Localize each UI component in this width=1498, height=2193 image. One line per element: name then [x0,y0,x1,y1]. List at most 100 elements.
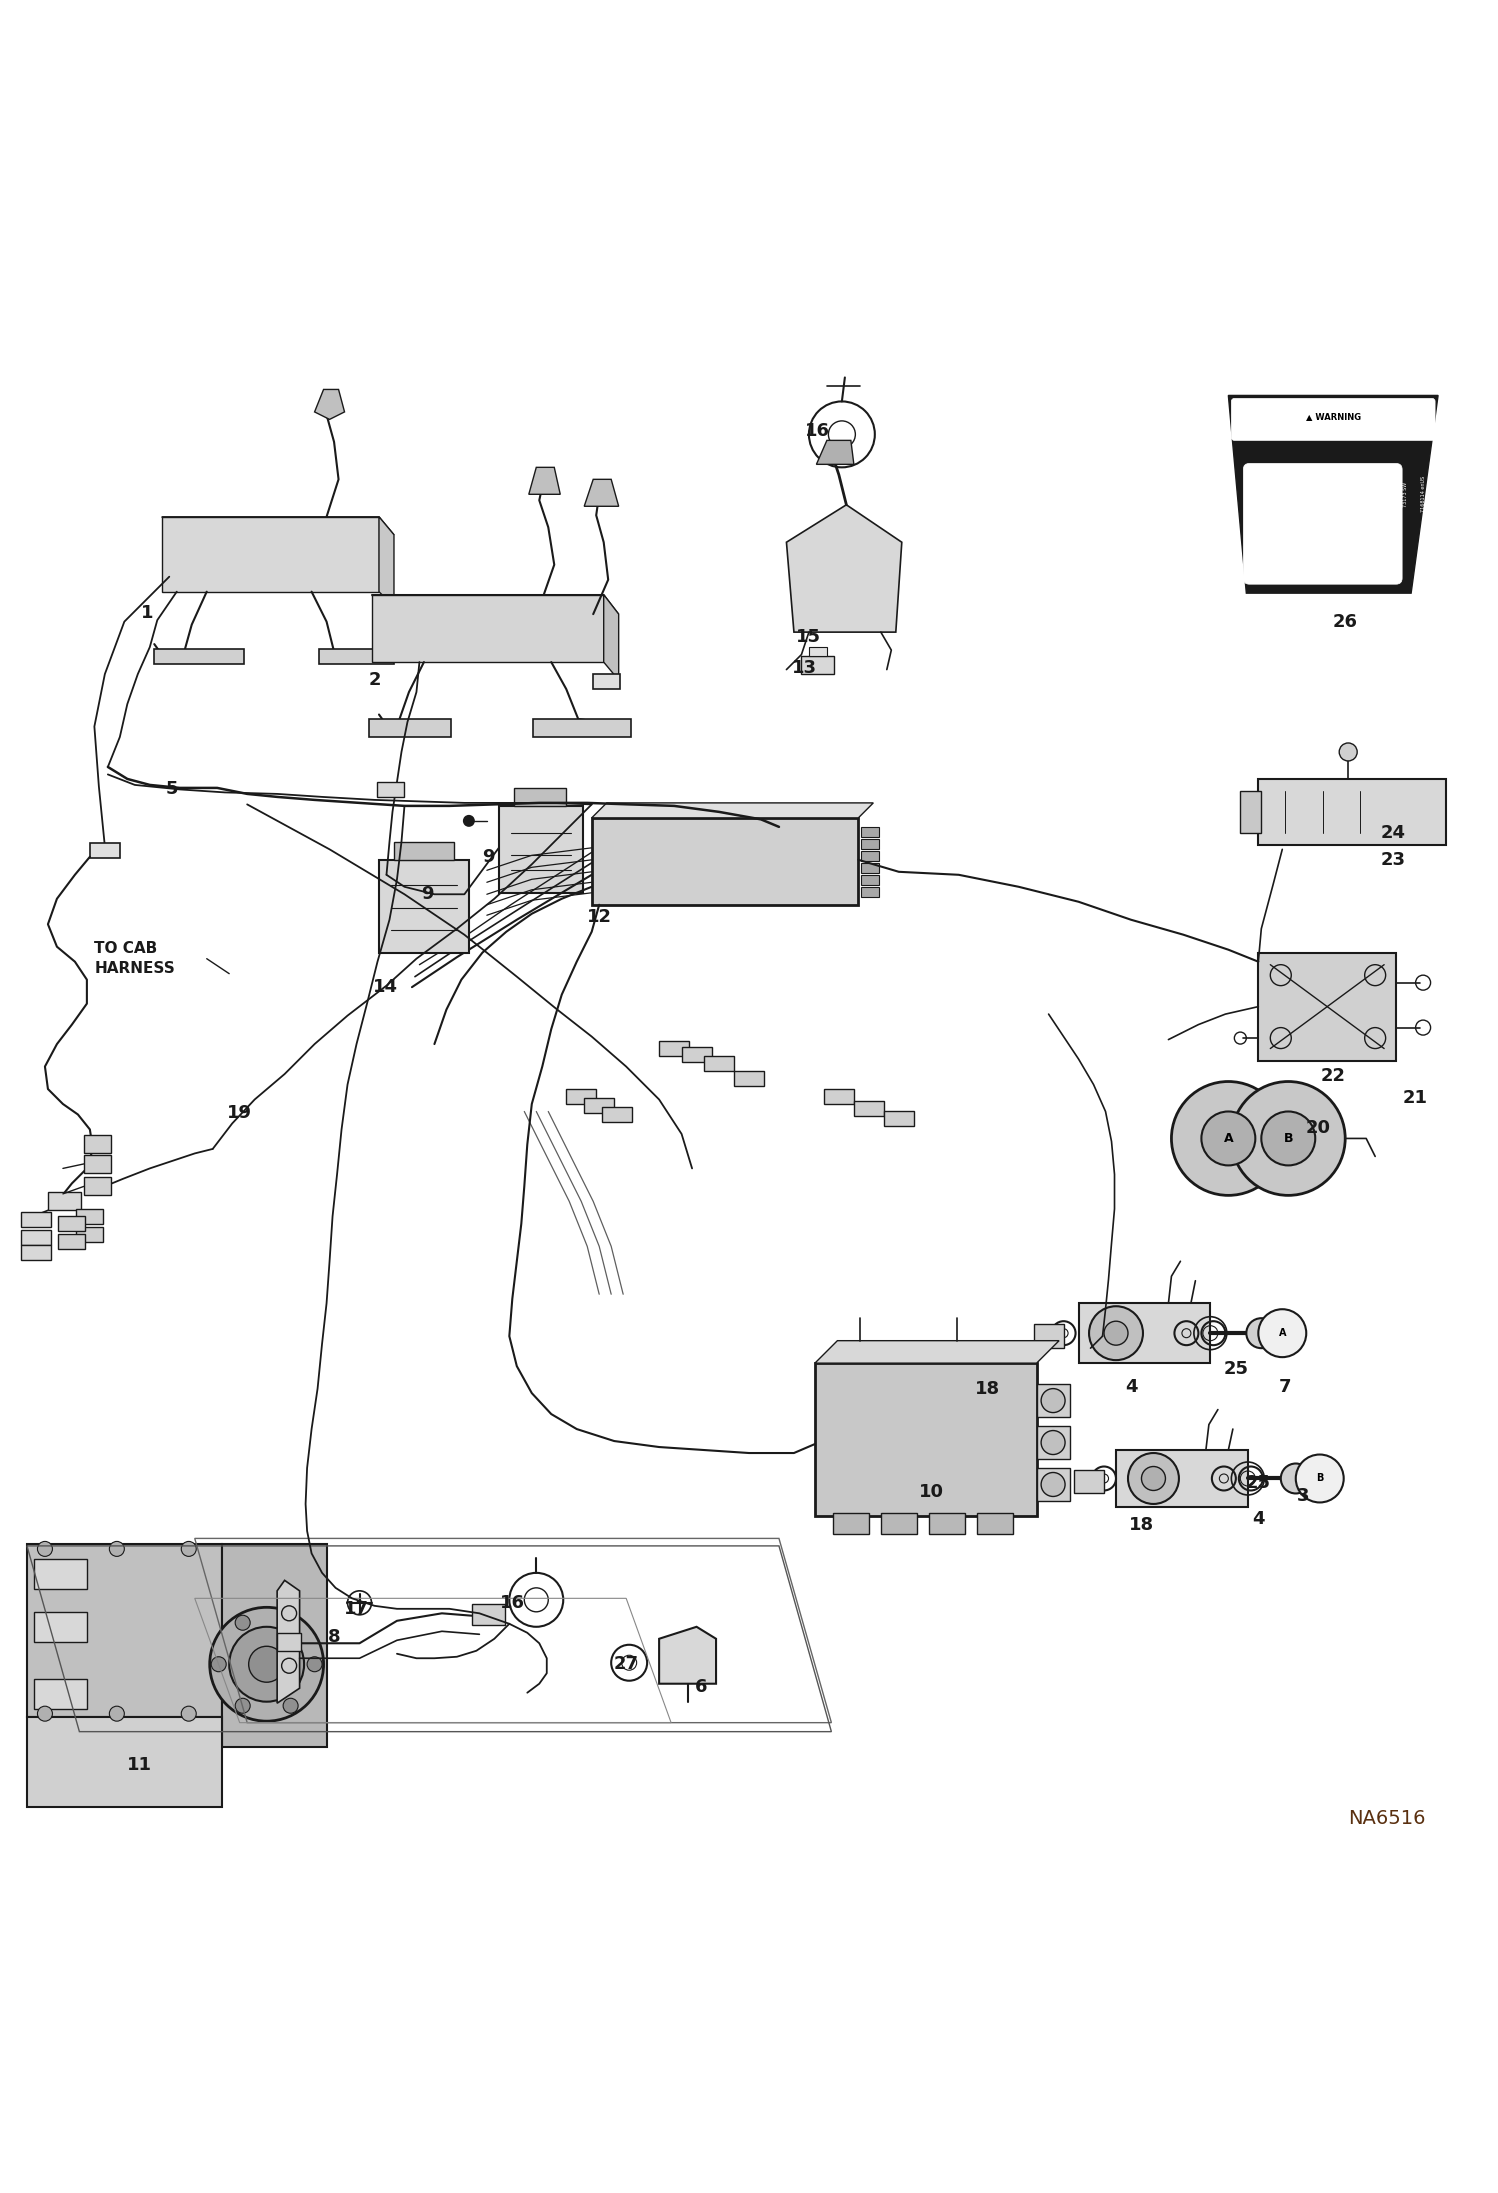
Text: B: B [1284,1132,1293,1145]
Polygon shape [604,594,619,680]
Bar [1037,1425,1070,1458]
Text: 19: 19 [228,1103,252,1123]
Circle shape [463,816,475,827]
Bar [734,1070,764,1086]
Bar [58,1235,85,1250]
Bar [1037,1467,1070,1500]
Polygon shape [1228,395,1438,592]
Circle shape [1171,1081,1285,1195]
Circle shape [181,1542,196,1557]
Bar [881,1513,917,1533]
Bar [533,719,631,737]
Text: 16: 16 [500,1594,524,1612]
Bar [1079,1303,1210,1364]
Bar [1258,952,1396,1061]
Circle shape [1041,1388,1065,1412]
Bar [84,1136,111,1154]
Text: 26: 26 [1333,612,1357,632]
Text: 11: 11 [127,1757,151,1774]
Polygon shape [529,467,560,493]
FancyBboxPatch shape [1243,463,1402,583]
Bar [1258,779,1446,844]
Circle shape [283,1616,298,1629]
Bar [76,1226,103,1241]
Bar [592,818,858,906]
Circle shape [1246,1318,1276,1349]
Bar [21,1213,51,1226]
Bar [861,827,879,838]
Text: A: A [1224,1132,1233,1145]
Text: 25: 25 [1246,1474,1270,1491]
FancyBboxPatch shape [1231,399,1435,441]
Text: 5: 5 [166,781,178,798]
Bar [824,1090,854,1103]
Text: 7168114 enUS: 7168114 enUS [1420,476,1426,513]
Bar [277,1634,301,1651]
Bar [34,1680,87,1708]
Bar [1240,792,1261,833]
Bar [472,1605,505,1625]
Bar [704,1057,734,1070]
Bar [861,875,879,886]
Bar [514,787,566,805]
Text: 4: 4 [1252,1511,1264,1529]
Text: 4: 4 [1125,1377,1137,1397]
Circle shape [1128,1454,1179,1504]
Polygon shape [816,441,854,465]
Polygon shape [162,518,394,535]
Bar [379,860,469,952]
Text: 27: 27 [614,1656,638,1673]
Text: Switch changes
Drive and Lift
Arm Functions.: Switch changes Drive and Lift Arm Functi… [1255,509,1308,533]
Circle shape [210,1607,324,1722]
Polygon shape [379,518,394,607]
Text: B: B [1317,1474,1323,1482]
Bar [977,1513,1013,1533]
Bar [34,1612,87,1643]
Circle shape [1041,1472,1065,1496]
Circle shape [1261,1112,1315,1164]
Text: 18: 18 [975,1379,999,1397]
Bar [499,805,583,893]
Bar [809,647,827,656]
Circle shape [307,1656,322,1671]
Circle shape [283,1697,298,1713]
Bar [801,656,834,673]
Bar [861,851,879,862]
Text: 2: 2 [369,671,380,689]
Text: 20: 20 [1306,1118,1330,1136]
Text: 8: 8 [328,1627,340,1647]
Circle shape [211,1656,226,1671]
Circle shape [249,1647,285,1682]
Polygon shape [315,390,345,419]
Bar [1116,1450,1248,1507]
Bar [1074,1469,1104,1493]
Bar [602,1107,632,1123]
Polygon shape [27,1544,222,1717]
Bar [21,1230,51,1246]
Polygon shape [372,594,619,614]
Circle shape [235,1697,250,1713]
Bar [34,1559,87,1590]
Text: 22: 22 [1321,1066,1345,1086]
Bar [84,1178,111,1195]
Bar [90,844,120,857]
Bar [58,1217,85,1230]
Bar [76,1208,103,1224]
Bar [884,1112,914,1127]
Bar [319,649,394,664]
Text: 25: 25 [1224,1360,1248,1377]
Text: 7: 7 [1279,1377,1291,1397]
Polygon shape [592,803,873,818]
Text: 23: 23 [1381,851,1405,868]
Bar [593,673,620,689]
Text: 9: 9 [482,849,494,866]
Text: 9: 9 [421,886,433,904]
Bar [682,1046,712,1061]
Bar [154,649,244,664]
Bar [369,719,451,737]
Text: 1: 1 [141,603,153,621]
Bar [929,1513,965,1533]
Bar [659,1042,689,1057]
Bar [833,1513,869,1533]
Text: 73173 SW: 73173 SW [1402,482,1408,507]
